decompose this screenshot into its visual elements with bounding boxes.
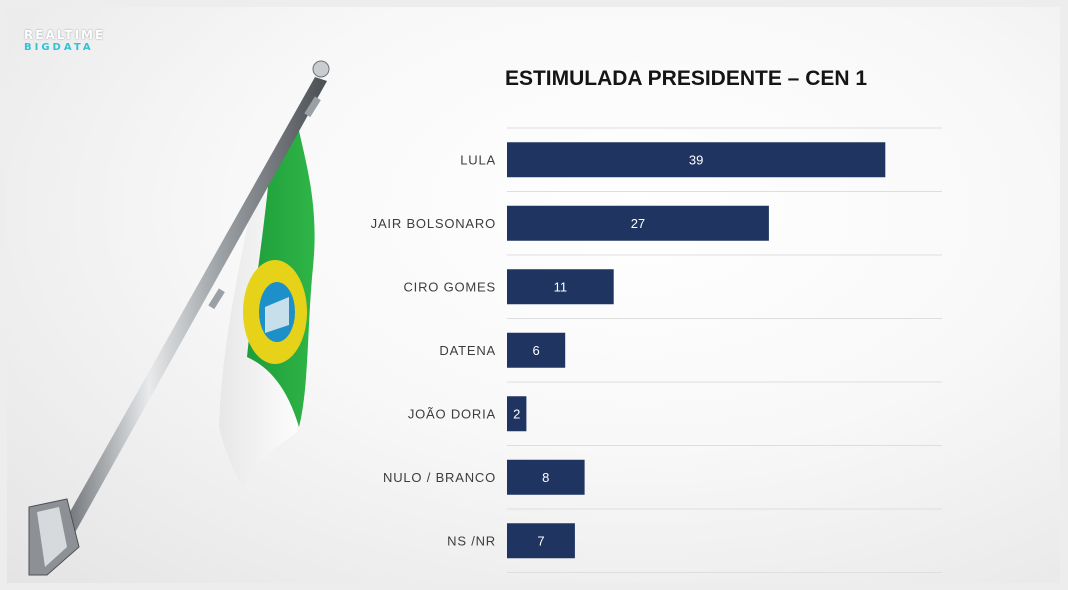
category-label: DATENA (439, 343, 496, 358)
bar (507, 523, 575, 559)
bar-value-label: 2 (513, 406, 520, 421)
realtime-bigdata-logo: REALTIME BIGDATA (24, 29, 105, 53)
logo-line-2: BIGDATA (24, 42, 94, 53)
category-label: NS /NR (447, 533, 496, 548)
category-label: JOÃO DORIA (408, 406, 496, 421)
pole-finial (312, 60, 330, 78)
category-label: NULO / BRANCO (383, 470, 496, 485)
flag-pole (53, 77, 327, 547)
wall-bracket-highlight (37, 507, 67, 567)
category-label: JAIR BOLSONARO (371, 216, 496, 231)
bar (507, 269, 614, 305)
bar-value-label: 39 (689, 152, 703, 167)
category-label: LULA (460, 152, 496, 167)
bar (507, 459, 585, 495)
chart-title: ESTIMULADA PRESIDENTE – CEN 1 (504, 67, 868, 90)
category-label: CIRO GOMES (403, 279, 496, 294)
bar (507, 205, 769, 241)
bar-value-label: 27 (631, 216, 645, 231)
coat-of-arms-detail (265, 297, 289, 333)
flag-on-pole-image (28, 60, 330, 576)
bar-value-label: 7 (537, 533, 544, 548)
bar (507, 142, 886, 178)
bar (507, 332, 566, 368)
bar (507, 396, 527, 432)
pole-clamp-bottom (208, 288, 225, 310)
logo-line-1: REALTIME (24, 28, 106, 42)
pole-clamp-top (304, 96, 321, 118)
bar-value-label: 11 (554, 279, 568, 294)
bar-value-label: 8 (542, 470, 549, 485)
slide: REALTIME BIGDATA (7, 7, 1060, 583)
bar-value-label: 6 (532, 343, 539, 358)
